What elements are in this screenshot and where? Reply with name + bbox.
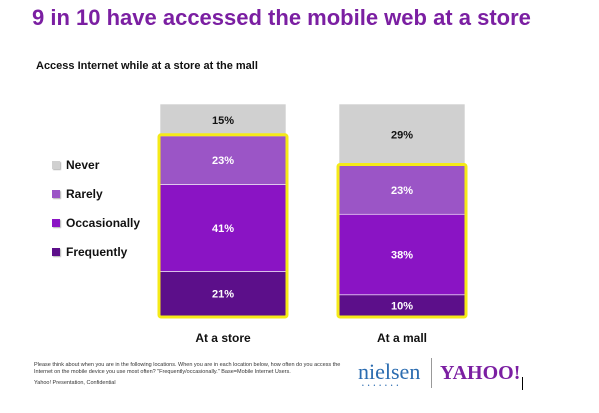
nielsen-logo: nielsen [358, 359, 421, 384]
text-cursor [522, 377, 523, 390]
legend-label-frequently: Frequently [66, 244, 128, 259]
legend-swatch-occasionally [52, 218, 60, 227]
bar-segment-rarely-1 [159, 135, 287, 185]
legend-item-rarely: Rarely [52, 179, 140, 208]
bar-segment-never-2 [338, 103, 466, 166]
legend-item-frequently: Frequently [52, 237, 140, 266]
footnote: Please think about when you are in the f… [34, 362, 341, 375]
data-label-rarely-1: 23% [212, 155, 234, 167]
legend-label-rarely: Rarely [66, 186, 103, 201]
legend-item-never: Never [52, 150, 140, 179]
data-label-occasionally-2: 38% [391, 250, 413, 262]
data-label-frequently-1: 21% [212, 289, 234, 301]
bar-segment-frequently-1 [159, 271, 287, 317]
bar-segment-rarely-2 [338, 165, 466, 215]
data-label-frequently-2: 10% [391, 300, 413, 312]
category-label-1: At a store [195, 331, 251, 345]
category-label-2: At a mall [377, 331, 427, 345]
legend-label-never: Never [66, 157, 100, 172]
confidential-note: Yahoo! Presentation, Confidential [34, 380, 116, 386]
legend-label-occasionally: Occasionally [66, 215, 141, 230]
chart-legend: Never Rarely Occasionally Frequently [52, 150, 140, 266]
nielsen-logo-dots: ••••••• [362, 383, 403, 389]
data-label-never-2: 29% [391, 130, 413, 142]
legend-swatch-frequently [52, 247, 60, 256]
logo-divider [431, 358, 432, 388]
legend-swatch-rarely [52, 189, 60, 198]
legend-swatch-never [52, 160, 60, 169]
bar-segment-never-1 [159, 103, 287, 137]
data-label-rarely-2: 23% [391, 185, 413, 197]
data-label-never-1: 15% [212, 115, 234, 127]
data-label-occasionally-1: 41% [212, 223, 234, 235]
yahoo-logo: YAHOO! [440, 362, 521, 384]
bar-segment-occasionally-2 [338, 213, 466, 296]
page-title: 9 in 10 have accessed the mobile web at … [32, 5, 531, 30]
legend-item-occasionally: Occasionally [52, 208, 140, 237]
highlight-frame-1 [157, 133, 289, 319]
highlight-frame-2 [336, 162, 468, 319]
chart-subtitle: Access Internet while at a store at the … [36, 60, 258, 72]
